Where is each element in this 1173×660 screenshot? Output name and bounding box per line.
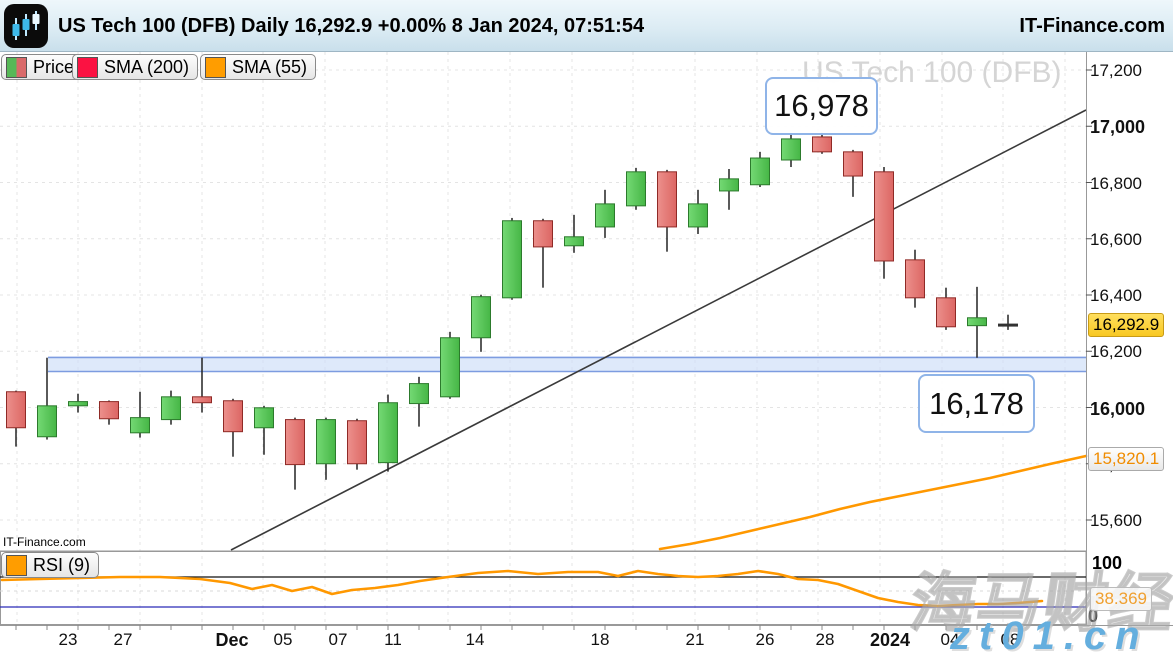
rsi-scale-100: 100 [1092, 553, 1123, 573]
x-axis-label: 04 [940, 630, 960, 649]
legend-rsi-label: RSI (9) [33, 554, 91, 575]
y-axis-label: 16,600 [1090, 229, 1142, 249]
x-axis-label: Dec [215, 630, 249, 650]
x-axis-label: 27 [113, 630, 133, 649]
chart-title: US Tech 100 (DFB) Daily 16,292.9 +0.00% … [58, 15, 645, 37]
x-axis-label: 2024 [869, 630, 911, 650]
rsi-scale-0: 0 [1088, 606, 1099, 626]
app-logo-icon [4, 4, 48, 48]
y-axis-label: 17,200 [1090, 61, 1142, 80]
legend-sma55-label: SMA (55) [232, 56, 308, 77]
x-axis-label: 21 [685, 630, 705, 649]
x-axis-label: 11 [384, 630, 402, 649]
sma55-value-badge: 15,820.1 [1088, 447, 1165, 471]
x-axis-label: 23 [58, 630, 78, 649]
support-annotation-box[interactable]: 16,178 [918, 374, 1035, 433]
legend-sma200[interactable]: SMA (200) [72, 54, 199, 80]
y-axis-label: 16,400 [1090, 286, 1142, 305]
sma55-swatch-icon [205, 56, 226, 78]
y-axis-label: 16,800 [1090, 173, 1142, 193]
high-annotation-box[interactable]: 16,978 [765, 77, 878, 135]
legend-price-label: Price [33, 56, 75, 77]
x-axis-label: 07 [328, 630, 348, 649]
legend-sma55[interactable]: SMA (55) [200, 54, 317, 80]
legend-sma200-label: SMA (200) [104, 56, 190, 77]
cn-site-watermark: zt01.cn [950, 614, 1149, 658]
y-axis-label: 15,600 [1090, 511, 1142, 530]
x-axis-label: 05 [273, 630, 293, 649]
x-axis-label: 18 [590, 630, 610, 649]
sma200-swatch-icon [77, 56, 98, 78]
x-axis-label: 14 [465, 630, 485, 649]
top-bar: US Tech 100 (DFB) Daily 16,292.9 +0.00% … [0, 0, 1173, 52]
rsi-value-badge: 38.369 [1090, 587, 1152, 611]
x-axis-label: 26 [755, 630, 775, 649]
y-axis-label: 16,000 [1090, 398, 1146, 419]
price-swatch-icon [6, 56, 27, 78]
site-watermark-small: IT-Finance.com [3, 535, 86, 549]
last-price-badge: 16,292.9 [1088, 313, 1165, 337]
rsi-swatch-icon [6, 554, 27, 576]
x-axis-label: 08 [1000, 630, 1020, 649]
x-axis-label: 28 [815, 630, 835, 649]
y-axis-label: 17,000 [1090, 117, 1146, 138]
brand-link[interactable]: IT-Finance.com [1019, 15, 1165, 37]
y-axis-label: 16,200 [1090, 342, 1142, 362]
legend-price[interactable]: Price [1, 54, 84, 80]
legend-rsi[interactable]: RSI (9) [1, 552, 100, 578]
